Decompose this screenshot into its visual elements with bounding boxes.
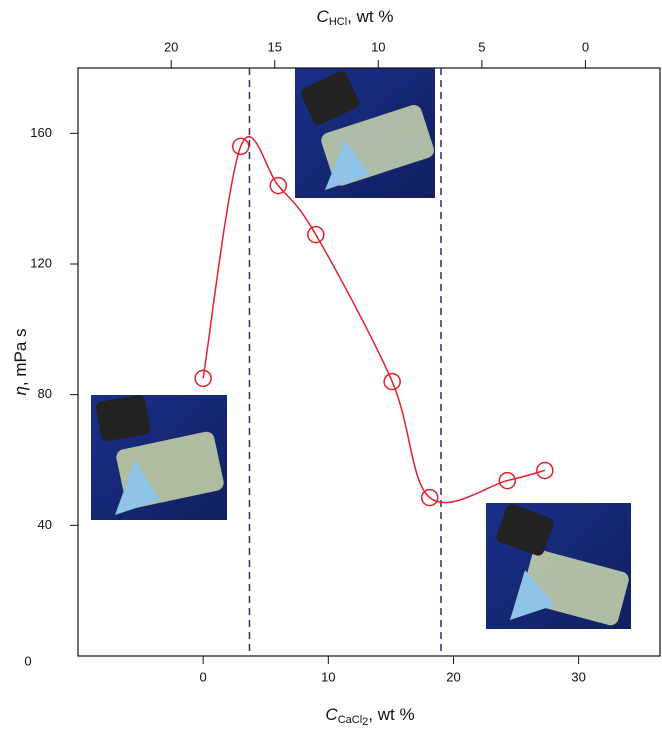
x-tick-label: 10 [321, 669, 335, 684]
marker [498, 471, 517, 490]
x2-label-subscript: HCl [329, 16, 347, 28]
plot-frame [77, 67, 661, 657]
x2-tick-label: 10 [371, 39, 385, 54]
y-label-unit: , mPa s [11, 328, 30, 386]
x-tick-label: 20 [446, 669, 460, 684]
curve [202, 136, 546, 504]
y-tick-label: 40 [38, 517, 52, 532]
marker [420, 488, 439, 507]
y-tick-label: 160 [30, 125, 52, 140]
photo [91, 394, 227, 520]
x-label-symbol: C [325, 705, 338, 724]
y-tick-label: 120 [30, 255, 52, 270]
x-axis-label: CCaCl2, wt % [325, 705, 414, 727]
marker [536, 461, 554, 480]
x2-label-unit: , wt % [347, 7, 393, 26]
x2-label-symbol: C [317, 7, 330, 26]
x2-tick-label: 5 [478, 39, 485, 54]
x2-tick-label: 0 [582, 39, 589, 54]
x-label-subscript: CaCl [338, 714, 362, 726]
x2-tick-label: 15 [268, 39, 282, 54]
marker [307, 225, 325, 244]
x2-axis-label: CHCl, wt % [317, 7, 394, 27]
marker [269, 176, 288, 195]
x-label-unit: , wt % [368, 705, 414, 724]
y-label-symbol: η [11, 386, 30, 395]
marker [383, 372, 401, 391]
y-tick-label: 80 [38, 386, 52, 401]
x2-tick-label: 20 [164, 39, 178, 54]
x-label-subsubscript: 2 [362, 716, 368, 728]
y-axis-label: η, mPa s [11, 328, 30, 395]
x-tick-label: 0 [200, 669, 207, 684]
photo [295, 68, 435, 198]
marker [231, 137, 250, 156]
x-tick-label: 30 [571, 669, 585, 684]
marker [194, 369, 212, 388]
y-tick-label: 0 [24, 653, 31, 668]
photo [486, 503, 631, 629]
